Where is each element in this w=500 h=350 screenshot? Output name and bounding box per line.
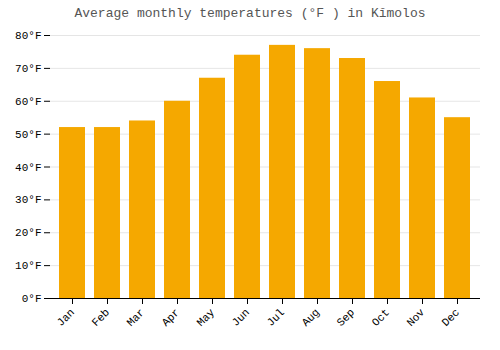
svg-text:Aug: Aug — [300, 306, 322, 328]
svg-text:May: May — [195, 306, 218, 329]
svg-text:Jul: Jul — [265, 306, 287, 328]
html-text:Average monthly temperatures (: Average monthly temperatures (°F ) in Kĭ… — [74, 6, 426, 21]
svg-text:50°F: 50°F — [15, 129, 41, 141]
svg-text:60°F: 60°F — [15, 96, 41, 108]
svg-text:Dec: Dec — [440, 306, 462, 328]
svg-text:10°F: 10°F — [15, 260, 41, 272]
svg-text:30°F: 30°F — [15, 194, 41, 206]
svg-text:0°F: 0°F — [22, 293, 42, 305]
svg-text:Nov: Nov — [405, 306, 428, 329]
svg-text:Jan: Jan — [55, 306, 77, 328]
svg-text:40°F: 40°F — [15, 162, 41, 174]
svg-text:80°F: 80°F — [15, 30, 41, 42]
svg-text:Sep: Sep — [335, 306, 357, 328]
svg-text:70°F: 70°F — [15, 63, 41, 75]
svg-text:Mar: Mar — [125, 306, 147, 328]
svg-text:Oct: Oct — [370, 306, 392, 328]
svg-text:20°F: 20°F — [15, 227, 41, 239]
svg-text:Apr: Apr — [160, 306, 182, 328]
svg-text:Feb: Feb — [90, 306, 112, 328]
svg-text:Jun: Jun — [230, 306, 252, 328]
